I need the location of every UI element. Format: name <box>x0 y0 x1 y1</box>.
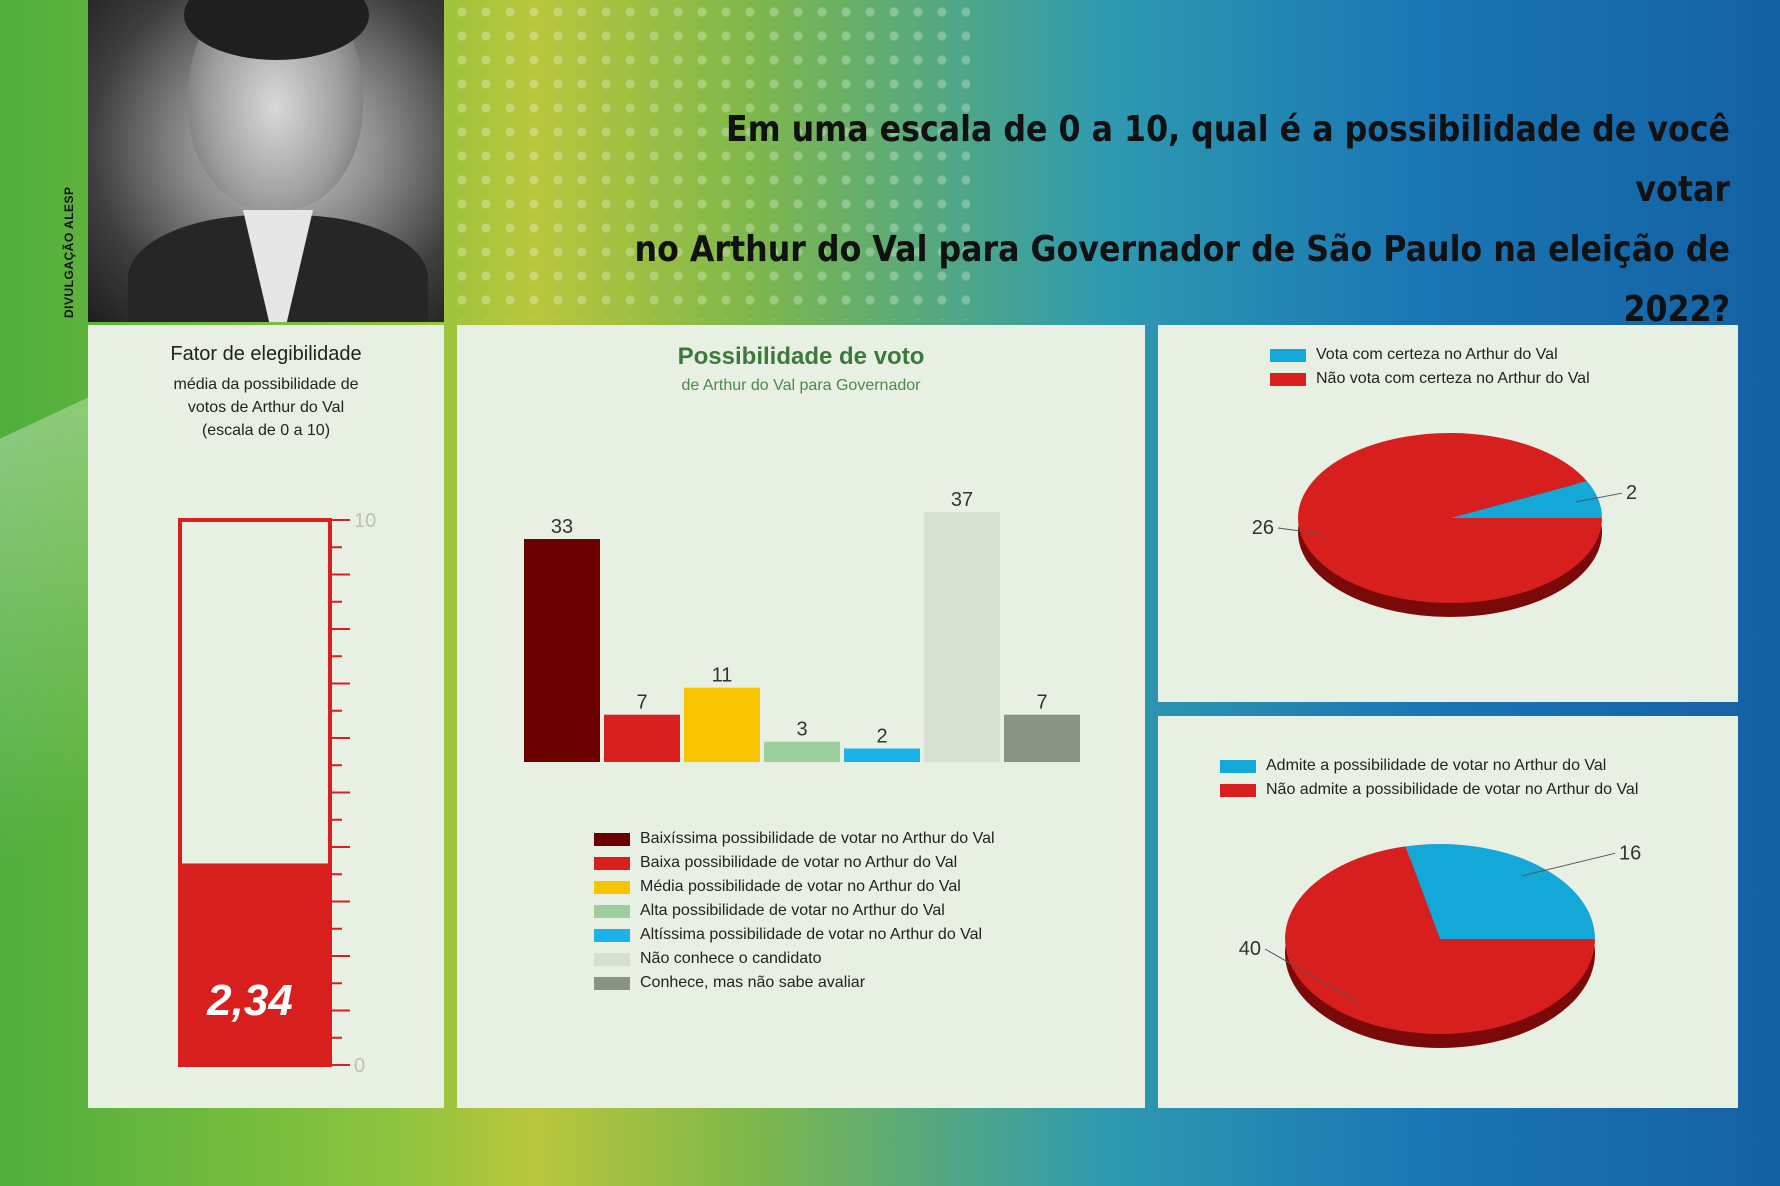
legend-item: Conhece, mas não sabe avaliar <box>594 971 995 995</box>
pie2-legend: Admite a possibilidade de votar no Arthu… <box>1220 754 1638 802</box>
legend-item: Vota com certeza no Arthur do Val <box>1270 343 1590 367</box>
legend-swatch <box>1270 372 1306 386</box>
pie-leader-line <box>1522 852 1616 877</box>
eligibility-subtitle-line: média da possibilidade de <box>173 376 359 393</box>
eligibility-panel: Fator de elegibilidade média da possibil… <box>88 325 444 1108</box>
thermometer-fill <box>180 863 330 1065</box>
pie-leader-line <box>1277 527 1325 535</box>
legend-item: Não vota com certeza no Arthur do Val <box>1270 367 1590 391</box>
legend-item: Não admite a possibilidade de votar no A… <box>1220 778 1638 802</box>
photo-credit: DIVULGAÇÃO ALESP <box>62 186 76 318</box>
legend-swatch <box>594 880 630 894</box>
pie-value-label: 40 <box>1239 938 1261 960</box>
legend-label: Vota com certeza no Arthur do Val <box>1316 346 1558 363</box>
bar-value-label: 7 <box>1036 692 1047 714</box>
bar-chart-title: Possibilidade de voto <box>677 343 925 370</box>
legend-swatch <box>594 856 630 870</box>
legend-swatch <box>594 976 630 990</box>
pie-slice <box>1285 846 1595 1034</box>
legend-label: Baixíssima possibilidade de votar no Art… <box>640 830 995 847</box>
eligibility-thermometer: 10 0 2,34 <box>178 510 376 1077</box>
legend-label: Baixa possibilidade de votar no Arthur d… <box>640 854 958 871</box>
legend-swatch <box>594 952 630 966</box>
pie-value-label: 26 <box>1252 517 1274 539</box>
bar <box>604 714 680 762</box>
legend-swatch <box>594 928 630 942</box>
pie-slice <box>1405 844 1595 939</box>
legend-item: Altíssima possibilidade de votar no Arth… <box>594 923 995 947</box>
legend-item: Média possibilidade de votar no Arthur d… <box>594 875 995 899</box>
pie-value-label: 16 <box>1619 842 1641 864</box>
legend-swatch <box>1270 348 1306 362</box>
background-dot-pattern <box>450 0 970 320</box>
bar-chart-subtitle: de Arthur do Val para Governador <box>681 377 921 394</box>
question-line-2: no Arthur do Val para Governador de São … <box>634 229 1730 330</box>
thermometer-max-label: 10 <box>354 510 376 532</box>
bar-value-label: 37 <box>951 489 973 511</box>
pie-leader-line <box>1575 492 1623 503</box>
pie-panel-admit: Admite a possibilidade de votar no Arthu… <box>1158 716 1738 1108</box>
bar-value-label: 11 <box>712 665 733 687</box>
bar <box>684 687 760 762</box>
legend-swatch <box>1220 759 1256 773</box>
legend-item: Baixíssima possibilidade de votar no Art… <box>594 827 995 851</box>
bar-value-label: 33 <box>551 516 573 538</box>
vote-possibility-panel: Possibilidade de voto de Arthur do Val p… <box>457 325 1145 1108</box>
bar-value-label: 7 <box>636 692 647 714</box>
legend-item: Alta possibilidade de votar no Arthur do… <box>594 899 995 923</box>
eligibility-value: 2,34 <box>206 976 293 1025</box>
pie-slice <box>1298 433 1602 603</box>
bar <box>924 512 1000 762</box>
bar-chart-legend: Baixíssima possibilidade de votar no Art… <box>594 827 995 995</box>
eligibility-subtitle: média da possibilidade de votos de Arthu… <box>88 373 444 442</box>
legend-label: Não admite a possibilidade de votar no A… <box>1266 781 1639 798</box>
legend-label: Média possibilidade de votar no Arthur d… <box>640 878 961 895</box>
pie-slice <box>1450 481 1602 518</box>
thermometer-ticks <box>330 519 350 1066</box>
thermometer-min-label: 0 <box>354 1055 365 1077</box>
legend-label: Conhece, mas não sabe avaliar <box>640 974 866 991</box>
legend-swatch <box>1220 783 1256 797</box>
pie-chart-certain: 2 26 <box>1252 433 1637 617</box>
bar-value-label: 3 <box>796 719 807 741</box>
bar <box>1004 714 1080 762</box>
legend-swatch <box>594 832 630 846</box>
question-title: Em uma escala de 0 a 10, qual é a possib… <box>630 100 1730 340</box>
legend-label: Altíssima possibilidade de votar no Arth… <box>640 926 983 943</box>
eligibility-title: Fator de elegibilidade <box>170 343 362 365</box>
candidate-photo <box>88 0 444 322</box>
legend-item: Baixa possibilidade de votar no Arthur d… <box>594 851 995 875</box>
legend-label: Admite a possibilidade de votar no Arthu… <box>1266 757 1607 774</box>
bar <box>524 539 600 762</box>
legend-label: Não vota com certeza no Arthur do Val <box>1316 370 1590 387</box>
pie-panel-certain: Vota com certeza no Arthur do Val Não vot… <box>1158 325 1738 702</box>
legend-swatch <box>594 904 630 918</box>
pie1-legend: Vota com certeza no Arthur do Val Não vot… <box>1270 343 1590 391</box>
bar-chart: 33 7 11 3 2 37 7 <box>524 489 1080 762</box>
question-line-1: Em uma escala de 0 a 10, qual é a possib… <box>725 109 1730 210</box>
eligibility-subtitle-line: votos de Arthur do Val <box>187 399 345 416</box>
legend-item: Não conhece o candidato <box>594 947 995 971</box>
bar <box>844 748 920 762</box>
pie-leader-line <box>1264 948 1359 1003</box>
legend-item: Admite a possibilidade de votar no Arthu… <box>1220 754 1638 778</box>
eligibility-subtitle-line: (escala de 0 a 10) <box>201 422 331 439</box>
pie-value-label: 2 <box>1626 482 1637 504</box>
bar-value-label: 2 <box>876 725 887 747</box>
bar <box>764 741 840 762</box>
legend-label: Alta possibilidade de votar no Arthur do… <box>640 902 945 919</box>
legend-label: Não conhece o candidato <box>640 950 822 967</box>
